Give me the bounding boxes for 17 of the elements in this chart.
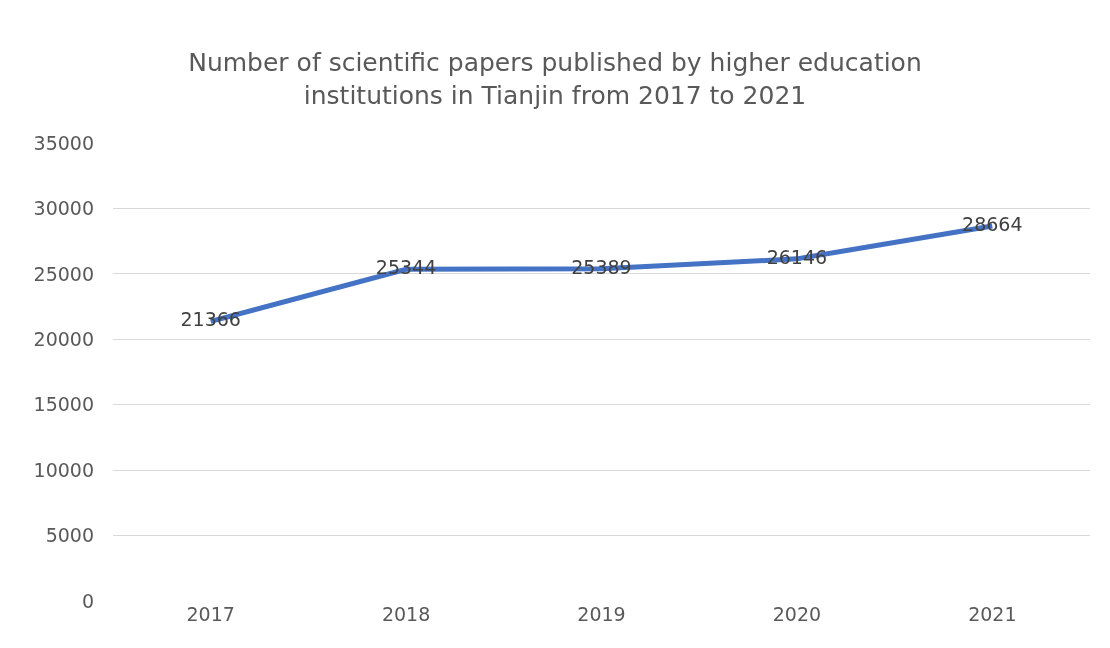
data-label: 28664 bbox=[962, 212, 1023, 235]
y-tick-label: 30000 bbox=[33, 197, 94, 220]
data-label: 25389 bbox=[571, 255, 632, 278]
x-tick-label: 2021 bbox=[968, 603, 1017, 625]
x-tick-label: 2018 bbox=[381, 603, 431, 625]
x-tick-label: 2019 bbox=[577, 603, 626, 625]
y-tick-label: 0 bbox=[81, 589, 94, 612]
x-tick-label: 2020 bbox=[772, 603, 822, 625]
y-tick-label: 10000 bbox=[33, 458, 94, 481]
chart-title: Number of scientific papers published by higher education institutions in Tianjin from 2017 to 2021 bbox=[188, 48, 922, 110]
y-tick-label: 15000 bbox=[33, 393, 94, 416]
y-tick-label: 25000 bbox=[33, 262, 94, 285]
data-label: 21366 bbox=[180, 308, 241, 331]
y-tick-label: 20000 bbox=[33, 327, 94, 350]
y-tick-label: 5000 bbox=[45, 524, 94, 547]
x-tick-label: 2017 bbox=[186, 603, 235, 625]
y-tick-label: 35000 bbox=[33, 131, 94, 154]
